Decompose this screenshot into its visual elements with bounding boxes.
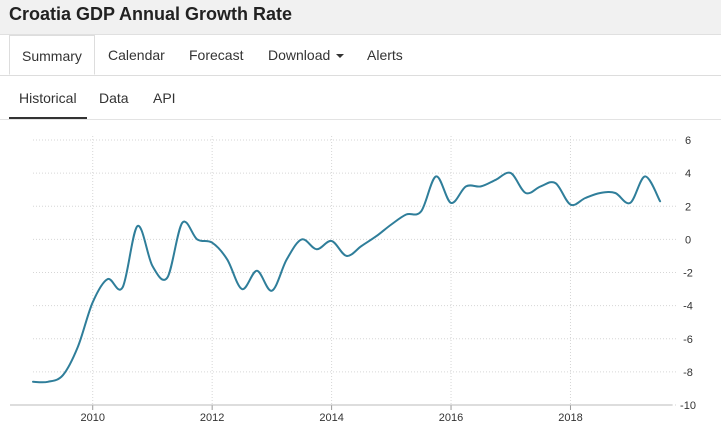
series-line — [32, 171, 662, 384]
chart-axes: 6 4 2 0 -2 -4 -6 -8 -10 2010 2012 2014 2016 2018 — [10, 135, 696, 424]
x-tick-label: 2016 — [439, 412, 463, 424]
chart-grid — [33, 136, 678, 406]
tab-calendar-label: Calendar — [108, 47, 165, 63]
subtab-data[interactable]: Data — [99, 76, 129, 119]
tab-calendar[interactable]: Calendar — [108, 35, 165, 75]
x-tick-label: 2018 — [558, 412, 582, 424]
subtab-api[interactable]: API — [153, 76, 176, 119]
y-tick-label: 0 — [685, 234, 691, 246]
subtab-api-label: API — [153, 90, 176, 106]
y-tick-label: 6 — [685, 135, 691, 147]
tab-summary[interactable]: Summary — [9, 35, 95, 75]
subtab-historical[interactable]: Historical — [9, 76, 87, 119]
subtab-data-label: Data — [99, 90, 129, 106]
y-tick-label: 4 — [685, 168, 691, 180]
y-tick-label: -4 — [683, 301, 693, 313]
x-tick-label: 2010 — [80, 412, 104, 424]
y-tick-label: -10 — [680, 400, 696, 412]
title-bar: Croatia GDP Annual Growth Rate — [0, 0, 721, 35]
tab-download[interactable]: Download — [268, 35, 345, 75]
chart-series — [32, 171, 662, 384]
y-tick-label: -8 — [683, 367, 693, 379]
sub-tab-bar: Historical Data API — [0, 76, 721, 120]
x-tick-label: 2012 — [200, 412, 224, 424]
tab-summary-label: Summary — [22, 48, 82, 64]
main-tab-bar: Summary Calendar Forecast Download Alert… — [0, 35, 721, 76]
page-title: Croatia GDP Annual Growth Rate — [9, 4, 293, 24]
chevron-down-icon — [336, 54, 345, 59]
tab-alerts-label: Alerts — [367, 47, 403, 63]
tab-alerts[interactable]: Alerts — [367, 35, 403, 75]
tab-download-label: Download — [268, 47, 331, 63]
y-tick-label: 2 — [685, 201, 691, 213]
gdp-growth-chart: 6 4 2 0 -2 -4 -6 -8 -10 2010 2012 2014 2016 2018 — [10, 135, 696, 424]
tab-forecast[interactable]: Forecast — [189, 35, 243, 75]
subtab-historical-label: Historical — [19, 90, 77, 106]
tab-forecast-label: Forecast — [189, 47, 244, 63]
x-tick-label: 2014 — [319, 412, 343, 424]
y-tick-label: -6 — [683, 334, 693, 346]
y-tick-label: -2 — [683, 268, 693, 280]
